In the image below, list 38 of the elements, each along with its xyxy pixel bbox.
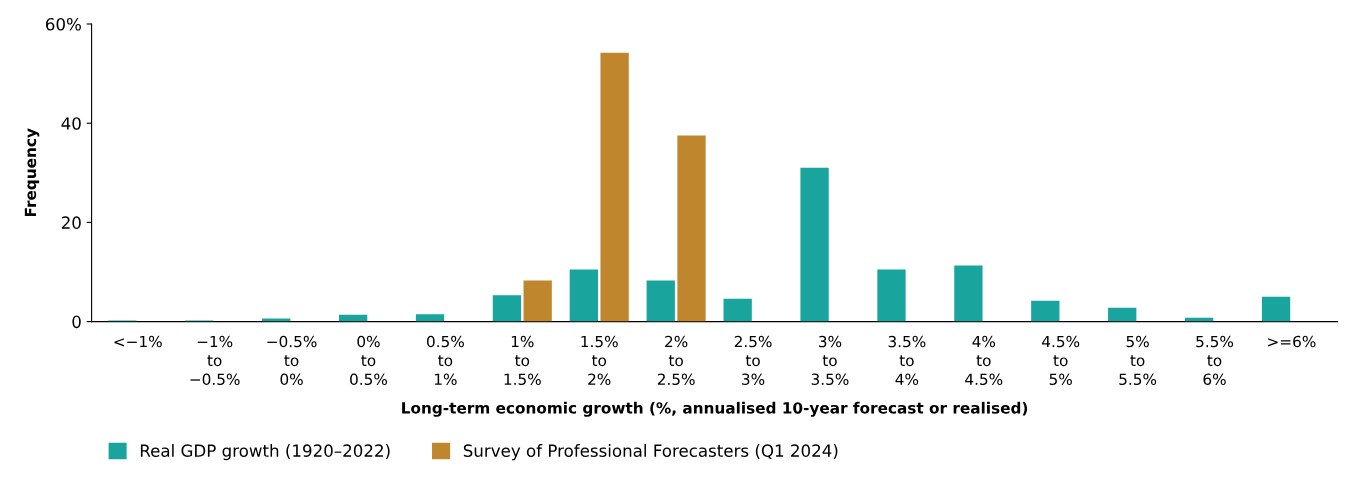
bar bbox=[646, 280, 675, 322]
x-tick-label: 5.5% to 6% bbox=[1196, 335, 1234, 386]
bar bbox=[1108, 307, 1137, 322]
bar bbox=[492, 295, 522, 322]
x-tick-label: 4.5% to 5% bbox=[1042, 335, 1080, 386]
x-tick-label: 0% to 0.5% bbox=[350, 335, 388, 386]
bar bbox=[569, 269, 598, 322]
x-tick-label: 3.5% to 4% bbox=[888, 335, 926, 386]
bar bbox=[877, 269, 906, 322]
x-tick-label: 2.5% to 3% bbox=[734, 335, 772, 386]
bar bbox=[723, 298, 752, 322]
x-axis-title: Long-term economic growth (%, annualised 10-year forecast or realised) bbox=[402, 401, 1028, 417]
legend-label: Survey of Professional Forecasters (Q1 2024) bbox=[463, 444, 838, 461]
x-tick-label: <−1% bbox=[114, 335, 162, 348]
y-tick-label: 60% bbox=[45, 17, 81, 31]
y-tick-label: 0 bbox=[72, 315, 81, 329]
x-tick-label: 3% to 3.5% bbox=[811, 335, 849, 386]
legend-label: Real GDP growth (1920–2022) bbox=[140, 444, 390, 461]
x-tick-label: 1.5% to 2% bbox=[581, 335, 618, 386]
x-tick-label: 5% to 5.5% bbox=[1119, 335, 1157, 386]
bar bbox=[600, 52, 629, 322]
x-tick-label: >=6% bbox=[1268, 335, 1316, 348]
bar bbox=[523, 280, 552, 322]
bar bbox=[1261, 296, 1291, 322]
y-tick-label: 20 bbox=[61, 216, 81, 229]
x-tick-label: −0.5% to 0% bbox=[267, 335, 317, 386]
x-tick-label: 0.5% to 1% bbox=[426, 335, 464, 386]
bar bbox=[415, 314, 445, 322]
x-tick-label: 4% to 4.5% bbox=[965, 335, 1003, 386]
x-tick-label: 1% to 1.5% bbox=[504, 335, 541, 386]
y-tick-label: 40 bbox=[61, 117, 81, 130]
bar bbox=[954, 265, 983, 322]
bar bbox=[677, 135, 706, 322]
y-axis-title: Frequency bbox=[24, 128, 40, 217]
bar bbox=[800, 167, 829, 322]
x-tick-label: −1% to −0.5% bbox=[190, 335, 240, 386]
bar bbox=[1031, 300, 1060, 322]
x-tick-label: 2% to 2.5% bbox=[657, 335, 695, 386]
